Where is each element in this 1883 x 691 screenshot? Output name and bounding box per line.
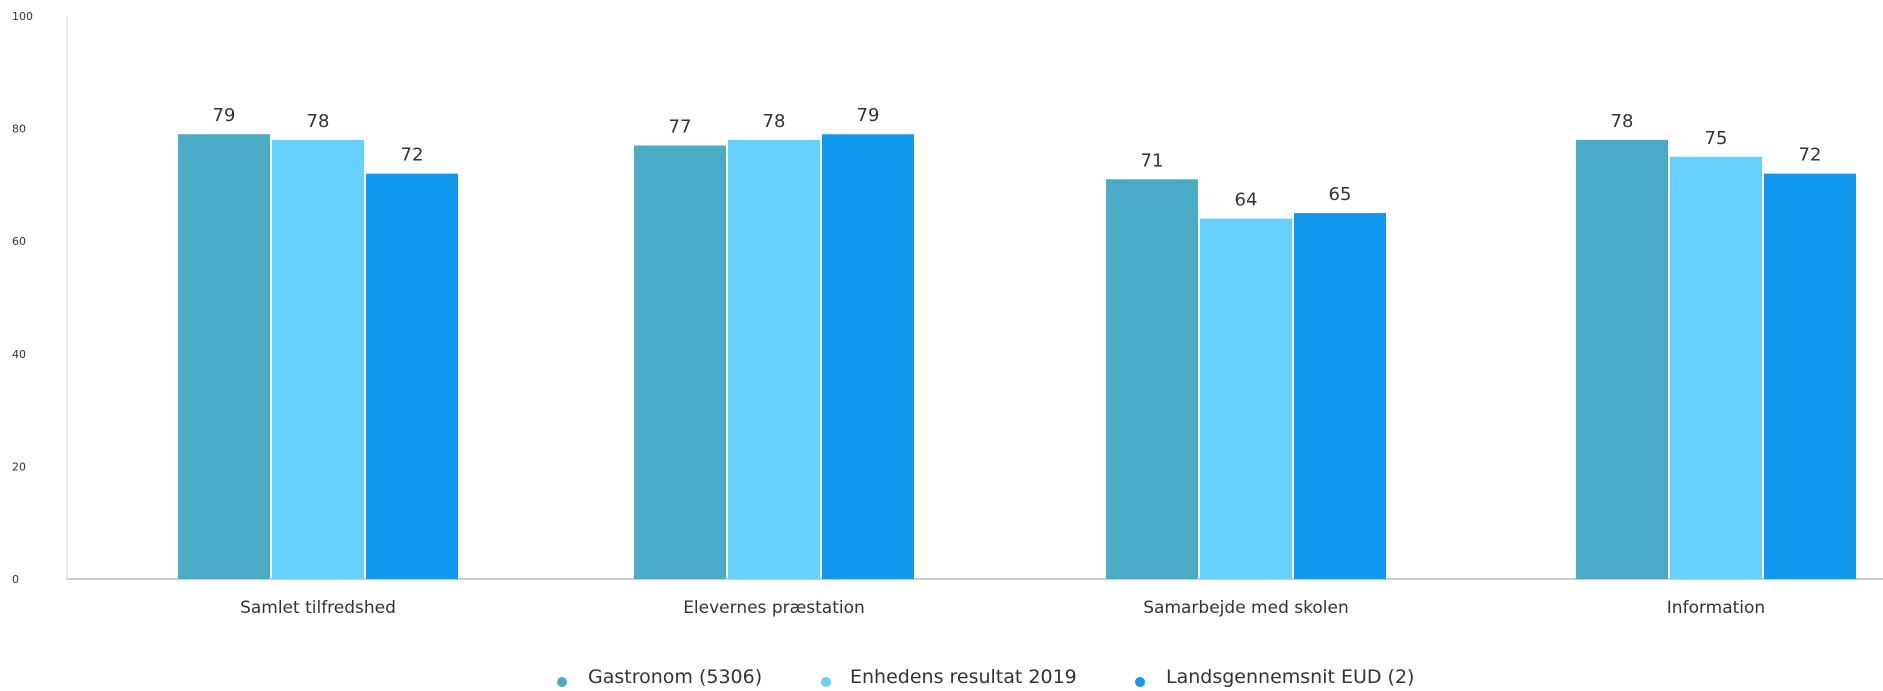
y-tick-label: 60 (12, 235, 26, 248)
data-label: 79 (213, 105, 236, 126)
data-label: 78 (307, 111, 330, 132)
data-label: 75 (1705, 128, 1728, 149)
bar (1670, 156, 1762, 579)
bar (272, 139, 364, 580)
bar (822, 134, 914, 580)
y-tick-label: 80 (12, 123, 26, 136)
data-label: 64 (1235, 190, 1258, 211)
legend-marker (557, 677, 567, 687)
bar (1764, 173, 1856, 579)
bar (1576, 139, 1668, 580)
data-labels-group: 79 78 72 77 78 79 71 64 65 78 75 72 (213, 105, 1822, 210)
legend-marker (1135, 677, 1145, 687)
category-labels-group: Samlet tilfredshed Elevernes præstation Sa… (240, 598, 1765, 618)
legend-marker (821, 677, 831, 687)
legend-label: Gastronom (5306) (588, 666, 762, 688)
y-tick-label: 0 (12, 573, 19, 586)
bar (178, 134, 270, 580)
data-label: 77 (669, 116, 692, 137)
data-label: 78 (1611, 111, 1634, 132)
category-label: Samlet tilfredshed (240, 598, 396, 618)
legend: Gastronom (5306) Enhedens resultat 2019 La… (557, 666, 1414, 688)
bar (1106, 179, 1198, 579)
category-label: Elevernes præstation (683, 598, 865, 618)
legend-label: Enhedens resultat 2019 (850, 666, 1077, 688)
data-label: 79 (857, 105, 880, 126)
data-label: 65 (1329, 184, 1352, 205)
legend-label: Landsgennemsnit EUD (2) (1166, 666, 1414, 688)
data-label: 72 (401, 145, 424, 166)
bar (1294, 213, 1386, 580)
bar (634, 145, 726, 580)
data-label: 78 (763, 111, 786, 132)
bars-group (178, 134, 1856, 580)
y-tick-labels: 0 20 40 60 80 100 (12, 10, 33, 586)
data-label: 72 (1799, 145, 1822, 166)
category-label: Information (1667, 598, 1765, 618)
y-tick-label: 20 (12, 460, 26, 473)
bar (728, 139, 820, 580)
category-label: Samarbejde med skolen (1143, 598, 1348, 618)
y-tick-label: 40 (12, 348, 26, 361)
y-tick-label: 100 (12, 10, 33, 23)
bar (1200, 218, 1292, 579)
bar (366, 173, 458, 579)
data-label: 71 (1141, 150, 1164, 171)
